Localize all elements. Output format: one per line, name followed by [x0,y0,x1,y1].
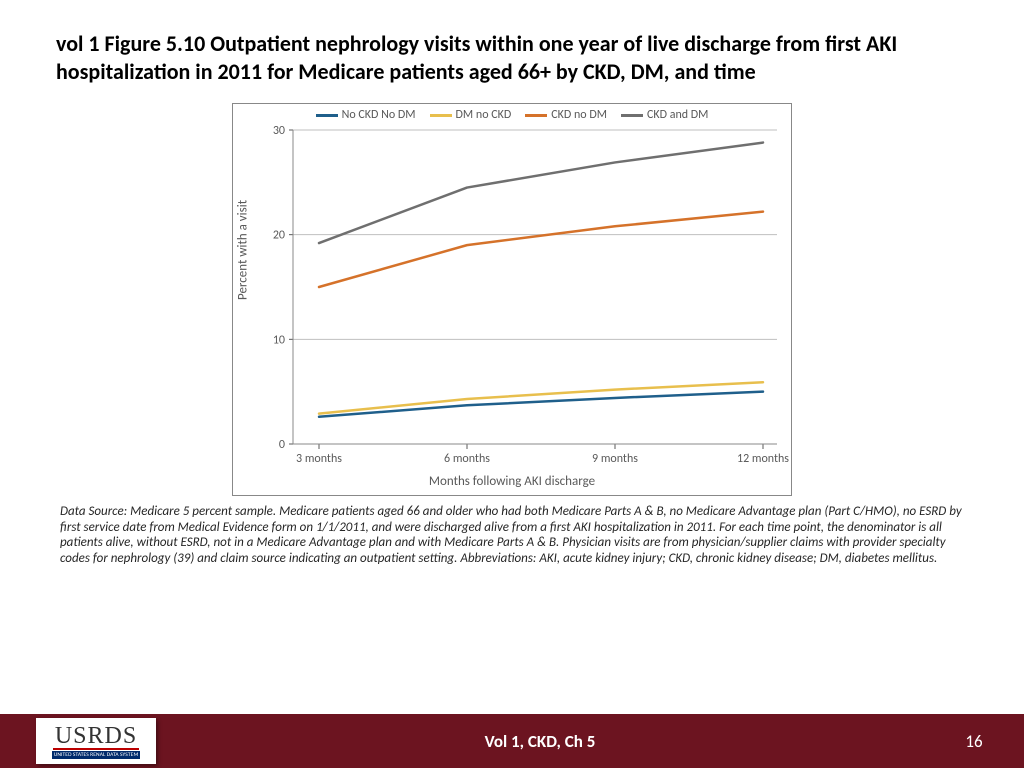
svg-text:9 months: 9 months [592,452,638,466]
figure-title: vol 1 Figure 5.10 Outpatient nephrology … [56,30,968,85]
legend-swatch [430,114,452,117]
svg-text:0: 0 [279,438,285,452]
logo-text-big: USRDS [53,724,139,750]
legend-label: No CKD No DM [342,108,416,122]
legend-item: No CKD No DM [316,108,416,122]
legend-label: CKD no DM [551,108,607,122]
footer-center-text: Vol 1, CKD, Ch 5 [156,731,924,752]
legend-swatch [525,114,547,117]
footer-bar: USRDS UNITED STATES RENAL DATA SYSTEM Vo… [0,714,1024,768]
legend-swatch [316,114,338,117]
figure-caption: Data Source: Medicare 5 percent sample. … [0,496,1024,566]
legend-item: CKD no DM [525,108,607,122]
svg-text:10: 10 [273,333,285,347]
legend-swatch [621,114,643,117]
usrds-logo: USRDS UNITED STATES RENAL DATA SYSTEM [36,718,156,764]
legend-item: CKD and DM [621,108,708,122]
chart-plot-area: No CKD No DM DM no CKD CKD no DM CKD and DM… [232,103,792,496]
svg-text:20: 20 [273,229,285,243]
page-number: 16 [924,731,1024,752]
legend-label: DM no CKD [456,108,512,122]
x-axis-label: Months following AKI discharge [233,472,791,495]
chart-container: No CKD No DM DM no CKD CKD no DM CKD and DM… [232,103,792,496]
logo-text-small: UNITED STATES RENAL DATA SYSTEM [52,751,141,759]
line-chart-svg: 0 10 20 30 3 months 6 months 9 months 12 months [233,122,791,472]
svg-text:3 months: 3 months [296,452,342,466]
chart-legend: No CKD No DM DM no CKD CKD no DM CKD and DM [233,104,791,122]
legend-item: DM no CKD [430,108,512,122]
svg-text:30: 30 [273,124,285,138]
svg-text:12 months: 12 months [737,452,789,466]
svg-text:6 months: 6 months [444,452,490,466]
y-axis-label: Percent with a visit [236,199,251,299]
legend-label: CKD and DM [647,108,708,122]
